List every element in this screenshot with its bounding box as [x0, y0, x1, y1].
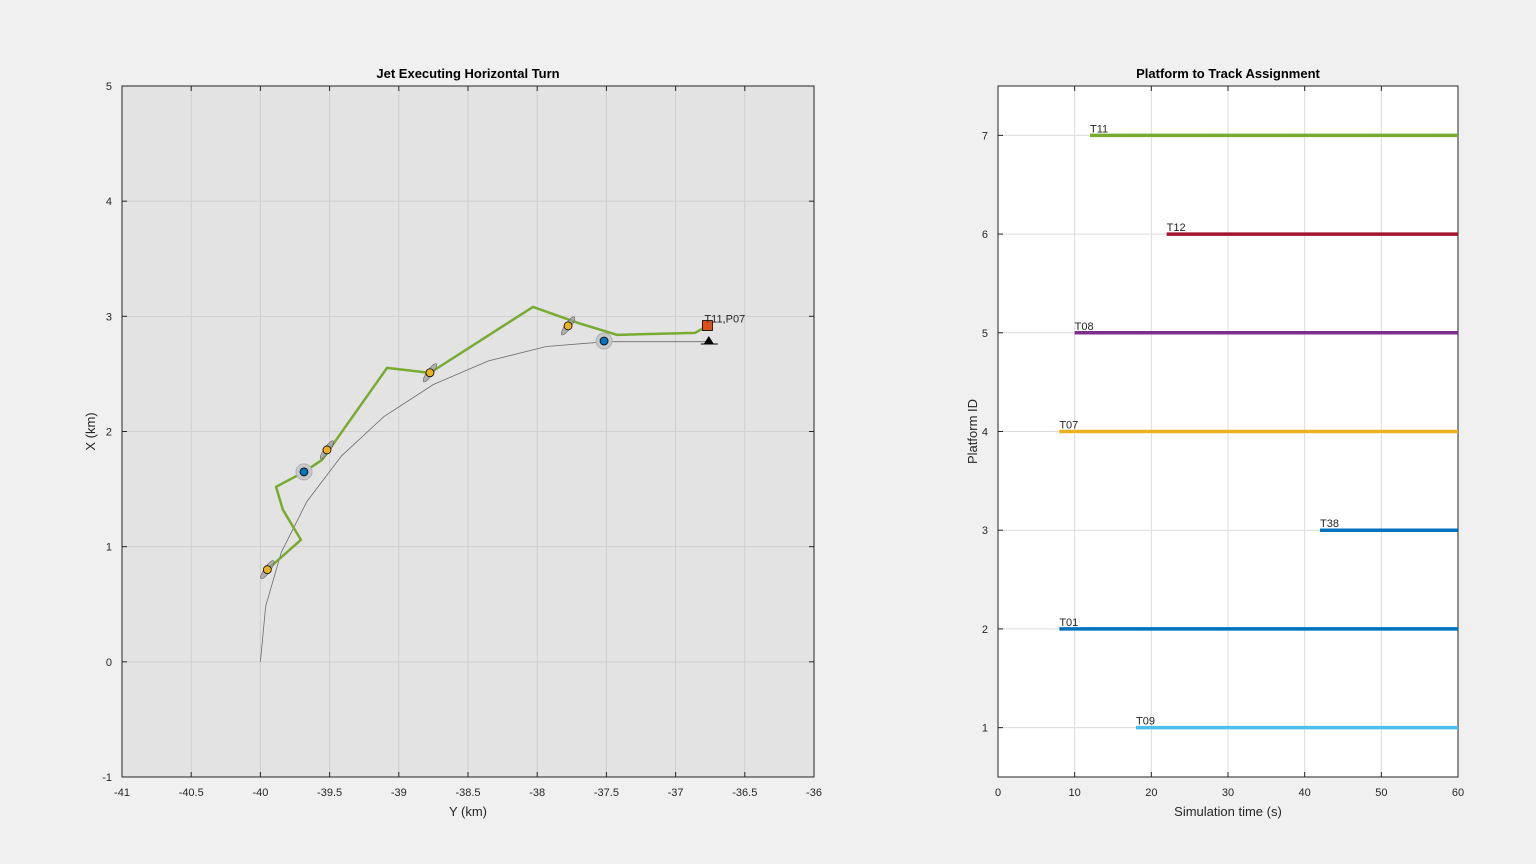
track-label: T11,P07	[704, 314, 745, 326]
y-tick-label: 5	[982, 328, 988, 340]
x-tick-label: -39.5	[317, 787, 342, 799]
x-tick-label: 60	[1452, 787, 1464, 799]
x-tick-label: 50	[1375, 787, 1387, 799]
y-tick-label: 5	[106, 81, 112, 93]
y-tick-label: -1	[102, 772, 112, 784]
detection-point	[299, 467, 309, 477]
assignment-label: T01	[1059, 617, 1078, 629]
track-history-line	[266, 305, 708, 571]
x-tick-label: 30	[1222, 787, 1234, 799]
detection-point	[563, 321, 573, 331]
x-tick-label: 40	[1299, 787, 1311, 799]
truth-trajectory	[260, 341, 711, 662]
y-axis-label: X (km)	[83, 412, 98, 450]
x-tick-label: -37	[668, 787, 684, 799]
y-tick-label: 1	[106, 542, 112, 554]
axes-box	[121, 85, 815, 778]
y-tick-label: 4	[982, 427, 988, 439]
assignment-label: T11	[1090, 123, 1108, 135]
track-marker	[702, 320, 713, 331]
x-axis-label: Y (km)	[449, 804, 487, 819]
x-axis-label: Simulation time (s)	[1174, 804, 1282, 819]
detection-point	[599, 336, 609, 346]
platform-marker	[703, 335, 714, 344]
x-tick-label: -37.5	[594, 787, 619, 799]
x-tick-label: -38	[529, 787, 545, 799]
assignment-label: T12	[1167, 222, 1186, 234]
assignment-label: T07	[1059, 420, 1078, 432]
axes-0: -41 -40.5 -40 -39.5 -39 -38.5 -38 -37.5 -37 -36.5…	[83, 66, 822, 819]
x-tick-label: -41	[114, 787, 130, 799]
detection-point	[322, 445, 332, 455]
chart-title: Platform to Track Assignment	[1136, 66, 1320, 81]
y-tick-label: 4	[106, 196, 112, 208]
detection-point	[262, 565, 272, 575]
x-tick-label: -36.5	[732, 787, 757, 799]
assignment-label: T08	[1075, 321, 1094, 333]
y-tick-label: 6	[982, 229, 988, 241]
x-tick-label: 10	[1069, 787, 1081, 799]
axes-1: 0 10 20 30 40 50 60 1 2 3 4 5 6 7 Platform to Track As…	[965, 66, 1464, 819]
y-tick-label: 3	[106, 311, 112, 323]
x-tick-label: -36	[806, 787, 822, 799]
y-tick-label: 3	[982, 525, 988, 537]
x-tick-label: -40.5	[179, 787, 204, 799]
y-axis-label: Platform ID	[965, 399, 980, 464]
chart-title: Jet Executing Horizontal Turn	[376, 66, 559, 81]
x-tick-label: 20	[1145, 787, 1157, 799]
x-tick-label: -40	[252, 787, 268, 799]
detection-point	[425, 368, 435, 378]
y-tick-label: 0	[106, 657, 112, 669]
y-tick-label: 2	[982, 624, 988, 636]
x-tick-label: -38.5	[455, 787, 480, 799]
x-tick-label: 0	[995, 787, 1001, 799]
assignment-label: T09	[1136, 716, 1155, 728]
x-tick-label: -39	[391, 787, 407, 799]
y-tick-label: 7	[982, 130, 988, 142]
assignment-label: T38	[1320, 518, 1339, 530]
y-tick-label: 2	[106, 427, 112, 439]
y-tick-label: 1	[982, 723, 988, 735]
